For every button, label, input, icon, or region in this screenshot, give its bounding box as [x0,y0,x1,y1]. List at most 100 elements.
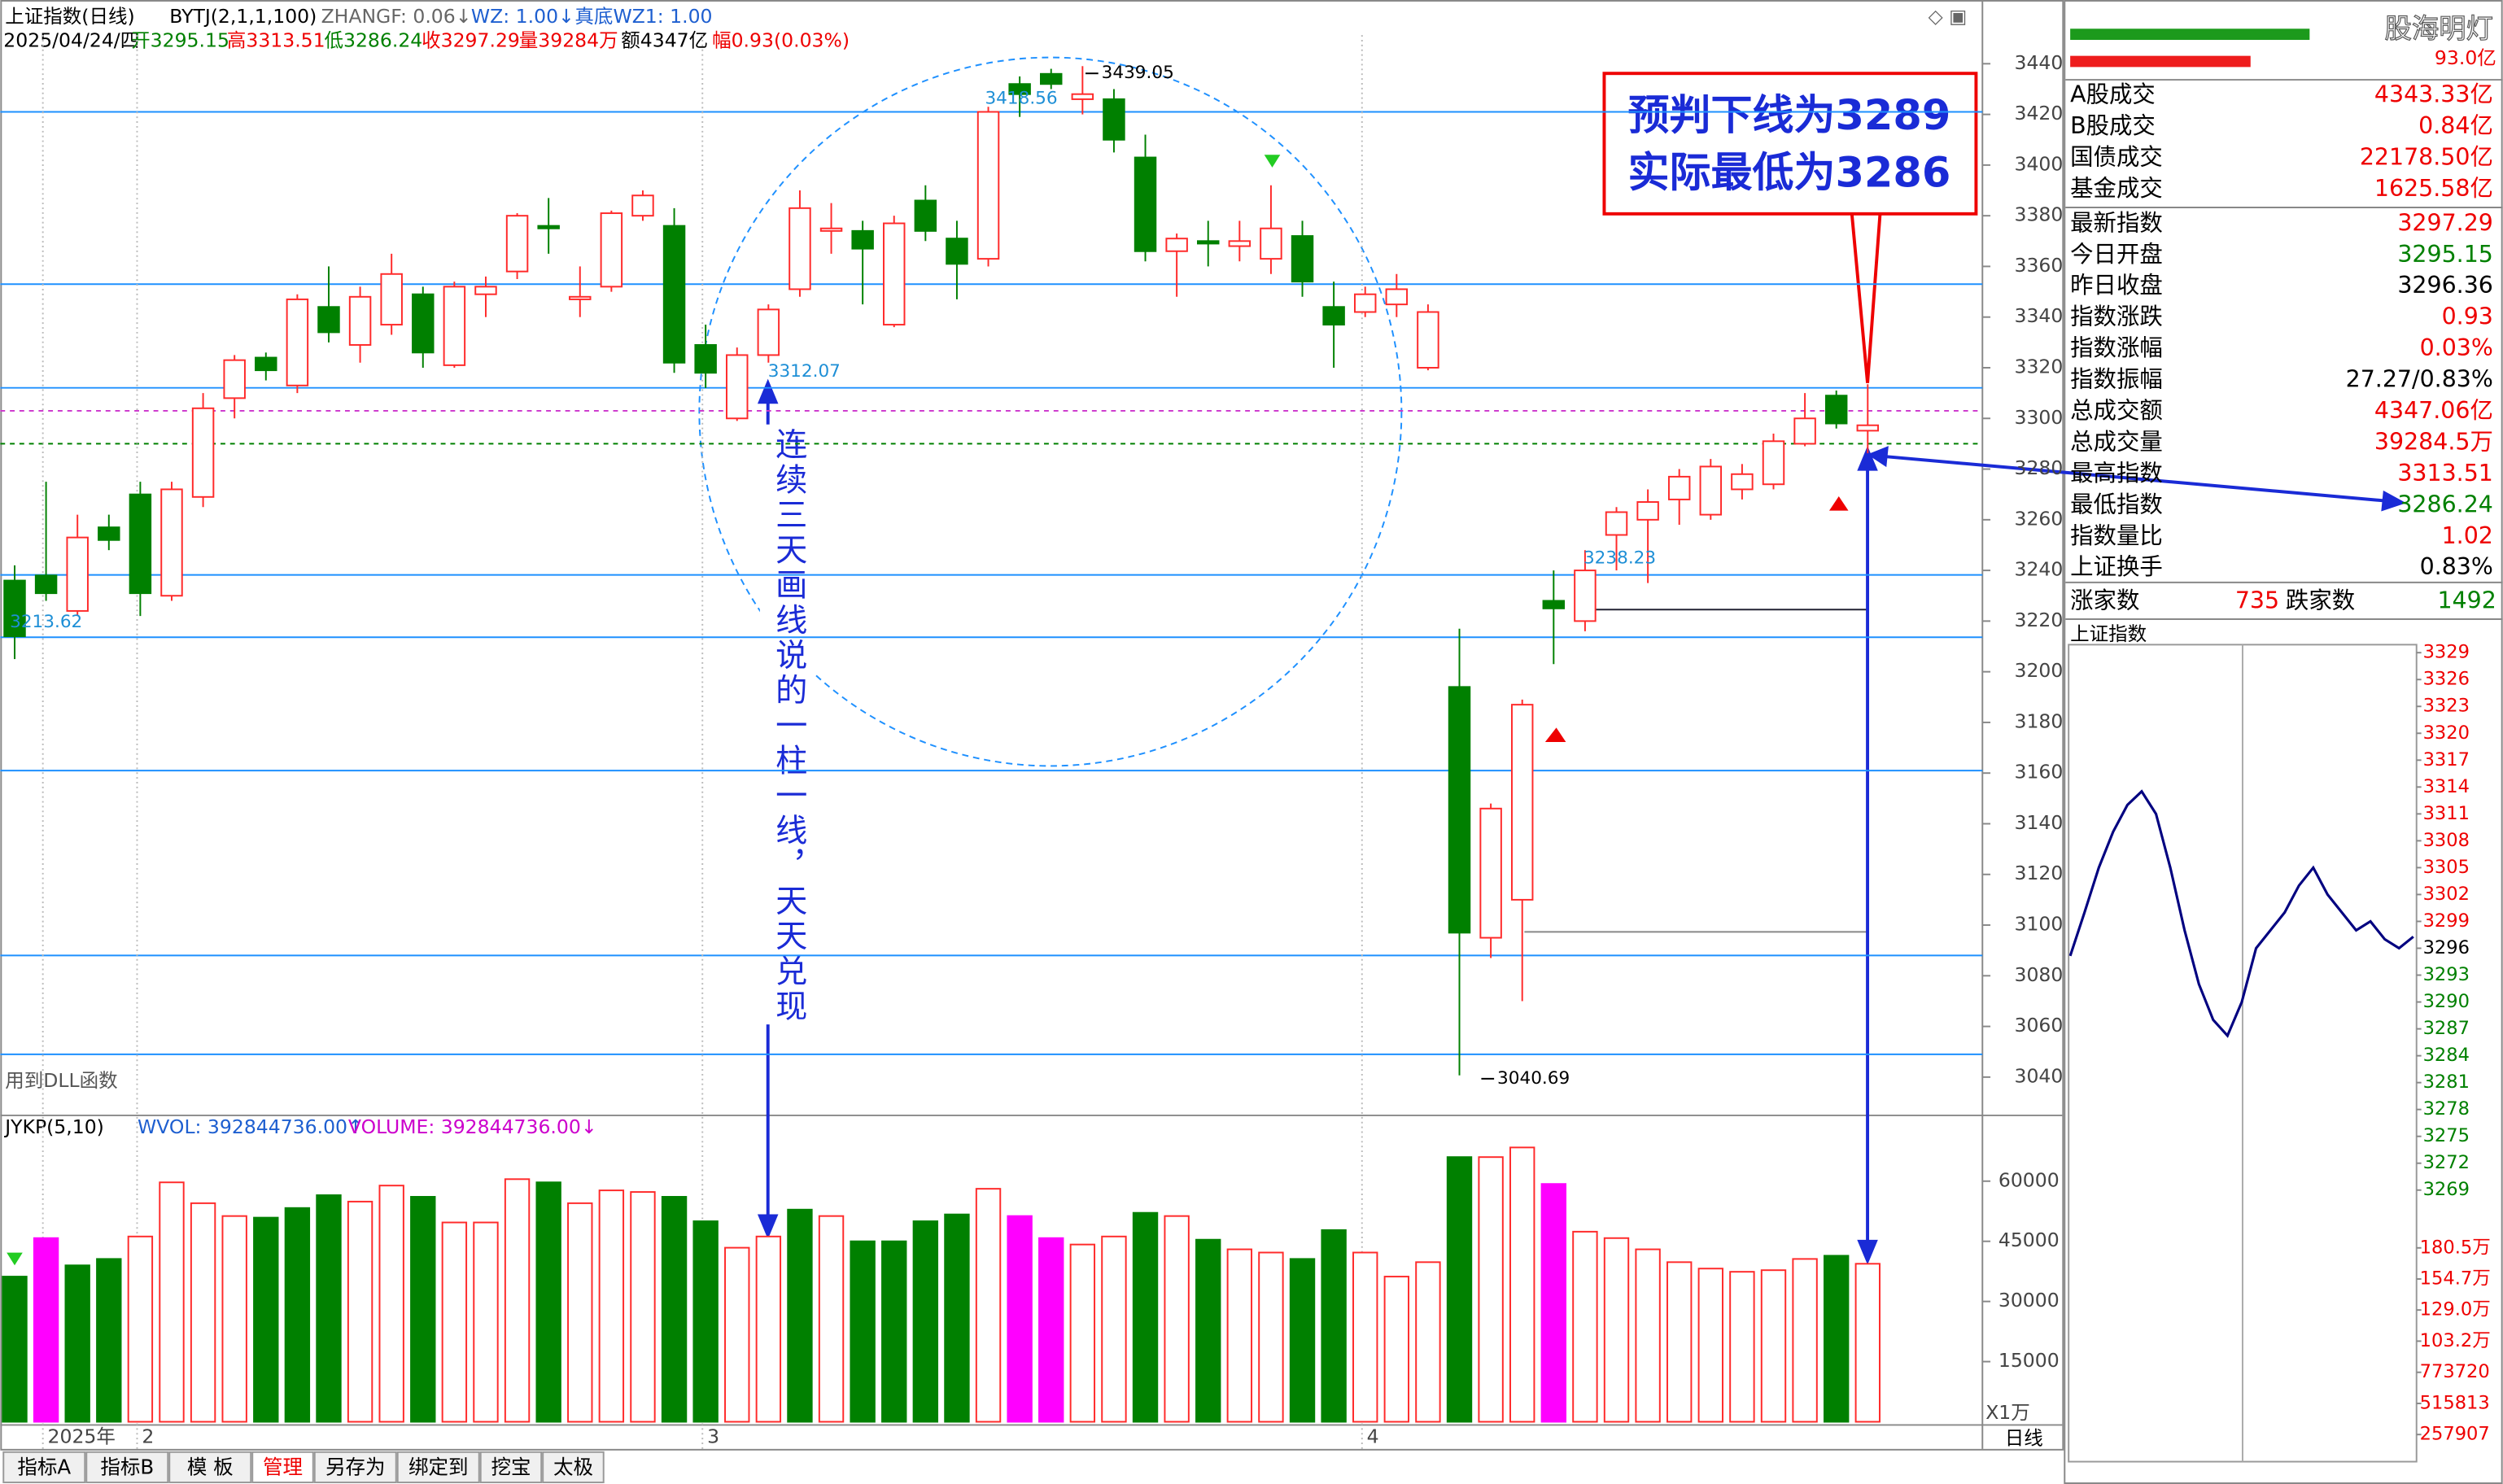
candle-body [1008,83,1031,95]
tab-label[interactable]: 绑定到 [408,1455,469,1478]
volume-bar [504,1178,531,1423]
y-tick-label: 3326 [2423,669,2470,690]
x-tick-label: 4 [1367,1425,1379,1448]
volume-bar [473,1221,499,1423]
row-value: 27.27/0.83% [2346,366,2493,393]
x-tick-label: 3 [707,1425,719,1448]
candle-body [1667,475,1691,500]
candle-body [129,493,152,595]
row-value: 3297.29 [2397,209,2493,236]
candle-body [1605,511,1628,536]
y-tick-label: 3275 [2423,1125,2470,1146]
tab-label[interactable]: 挖宝 [491,1455,531,1478]
candle-body [1134,156,1157,252]
tab[interactable] [2,1451,86,1484]
row-value: 4347.06亿 [2374,397,2493,424]
volume-bar [1132,1211,1159,1423]
row-label: 指数量比 [2070,522,2163,549]
volume-bar [975,1188,1002,1423]
volume-bar [1760,1269,1787,1423]
candle-body [1731,473,1754,491]
note-line: 实际最低为3286 [1628,150,1951,198]
tab-label[interactable]: 指标A [17,1455,71,1478]
row-label: 总成交额 [2070,397,2163,424]
tab-label[interactable]: 管理 [263,1455,303,1478]
volume-bar [1792,1258,1818,1423]
volume-bar [33,1237,59,1423]
y-tick-label: 3240 [2014,558,2063,581]
candle-body [1165,238,1188,252]
y-tick-label: 3323 [2423,696,2470,717]
row-value: 3286.24 [2397,491,2493,517]
y-tick-label: 3400 [2014,152,2063,175]
candle-body [443,286,466,366]
volume-bar [1069,1243,1096,1423]
candle-body [1417,311,1439,369]
row-label: 最新指数 [2070,209,2163,236]
row-label: 今日开盘 [2070,241,2163,268]
window-icons[interactable]: ◇ ▣ [1929,5,1968,28]
candle-body [348,295,372,346]
tab[interactable] [396,1451,480,1484]
row-value: 22178.50亿 [2360,144,2493,171]
row-label: 最高指数 [2070,460,2163,487]
row-label: 指数振幅 [2070,366,2163,393]
candle-body [726,354,749,420]
header: 幅0.93(0.03%) [712,28,850,51]
y-tick-label: 3305 [2423,857,2470,878]
volume-bar [1478,1156,1504,1423]
volume-bar [253,1216,279,1423]
intraday-title: 上证指数 [2070,622,2147,645]
tab-label[interactable]: 另存为 [325,1455,386,1478]
candle-body [255,356,277,372]
y-tick-label: 3299 [2423,910,2470,932]
breadth-value: 1492 [2437,587,2496,613]
note-box [1602,72,1978,216]
tab-label[interactable]: 太极 [553,1455,593,1478]
volume-bar [1572,1230,1598,1423]
candle-body [317,306,340,334]
volume-bar [1007,1215,1033,1423]
y-tick-label: 103.2万 [2420,1330,2491,1351]
candle-body [474,286,497,295]
tab[interactable] [85,1451,169,1484]
period-tab[interactable]: 日线 [2005,1427,2043,1450]
tab[interactable] [251,1451,314,1484]
y-tick-label: 3329 [2423,642,2470,663]
main-frame [0,0,2064,1451]
signal-up [1544,727,1566,742]
row-value: 1.02 [2442,522,2493,549]
candle-body [191,407,215,498]
y-tick-label: 3284 [2423,1045,2470,1066]
volume-bar [535,1181,561,1423]
volume-bar [1415,1261,1441,1423]
volume-bar [661,1196,688,1423]
row-value: 0.03% [2420,334,2493,361]
candle-body [1322,306,1345,326]
tab[interactable] [168,1451,252,1484]
tab-label[interactable]: 指标B [100,1455,154,1478]
header: 高3313.51 [227,28,325,51]
candle-body [662,225,686,364]
volume-bar [1038,1237,1064,1423]
tab[interactable] [479,1451,543,1484]
volume-bar [881,1240,907,1423]
volume-bar [1666,1261,1693,1423]
y-tick-label: 3287 [2423,1018,2470,1039]
note-line: 预判下线为3289 [1628,92,1951,140]
y-tick-label: 3140 [2014,811,2063,834]
candle-body [1228,240,1252,247]
volume-bar [1289,1258,1316,1423]
volume-bar [630,1191,656,1423]
x-tick-label: 2 [142,1425,154,1448]
y-tick-label: 3200 [2014,659,2063,682]
candle-body [34,574,58,595]
tab[interactable] [313,1451,397,1484]
tab[interactable] [542,1451,605,1484]
candle-body [851,229,874,250]
candle-body [1353,293,1377,313]
tab-label[interactable]: 模 板 [187,1455,234,1478]
candle-body [223,359,246,399]
row-label: A股成交 [2070,81,2156,108]
y-tick-label: 3311 [2423,803,2470,824]
